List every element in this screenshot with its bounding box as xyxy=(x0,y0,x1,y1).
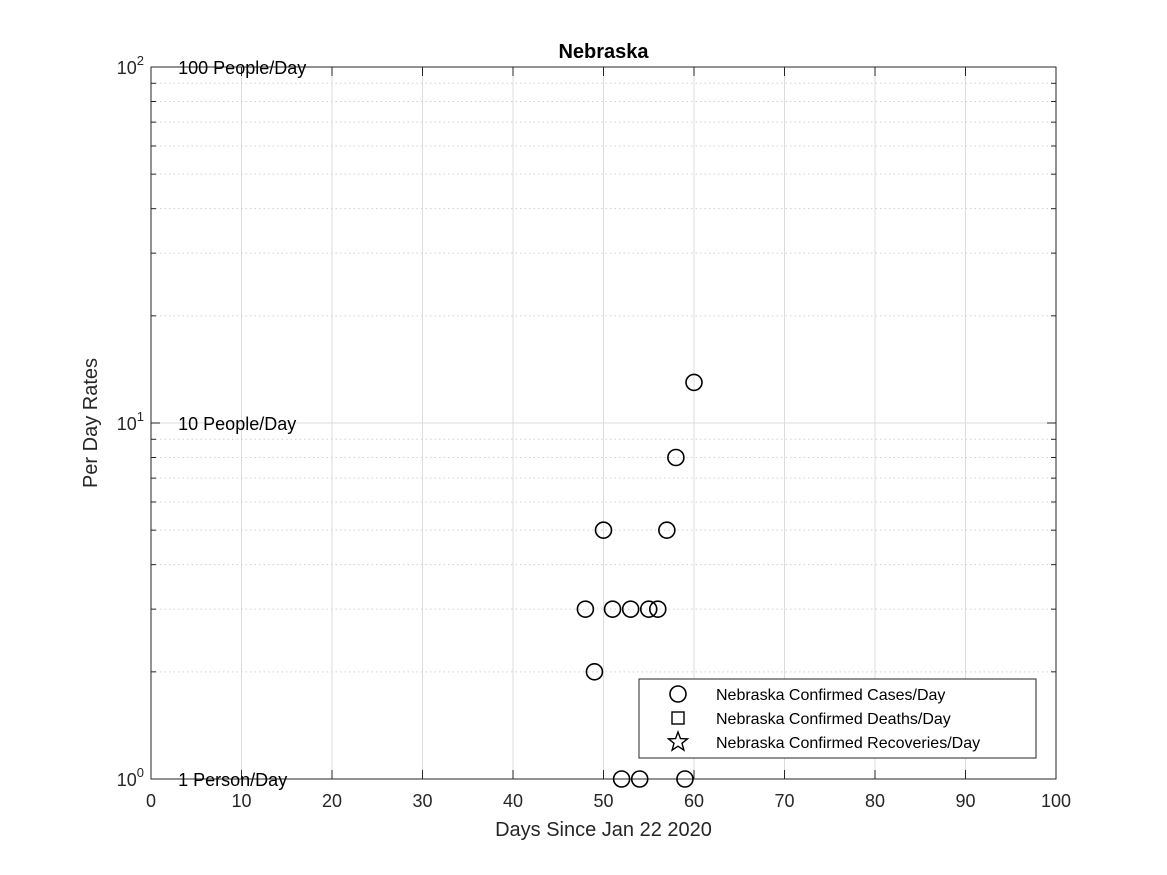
axis-ticks xyxy=(150,66,1057,780)
rate-annotation: 100 People/Day xyxy=(178,58,306,78)
y-tick-label: 101 xyxy=(117,409,144,434)
legend-label: Nebraska Confirmed Recoveries/Day xyxy=(716,735,980,752)
x-tick-label: 10 xyxy=(231,791,251,811)
data-point xyxy=(639,600,658,618)
data-point xyxy=(612,770,631,788)
legend-label: Nebraska Confirmed Deaths/Day xyxy=(716,711,951,728)
x-axis-label: Days Since Jan 22 2020 xyxy=(495,819,712,841)
y-tick-label: 102 xyxy=(117,53,144,78)
legend-marker xyxy=(669,685,687,703)
data-point xyxy=(685,373,703,392)
x-tick-label: 100 xyxy=(1041,791,1071,811)
data-point xyxy=(621,600,640,618)
x-tick-label: 80 xyxy=(865,791,885,811)
data-point xyxy=(603,600,622,618)
data-point xyxy=(630,770,649,788)
x-tick-label: 50 xyxy=(593,791,613,811)
data-points xyxy=(576,373,703,788)
x-tick-label: 70 xyxy=(774,791,794,811)
data-point xyxy=(648,600,667,618)
rate-annotation: 10 People/Day xyxy=(178,414,296,434)
rate-annotation: 1 Person/Day xyxy=(178,770,287,790)
data-point xyxy=(594,521,613,539)
tick-labels: 0 10 20 30 40 50 60 70 80 90 100 100 101 102 xyxy=(117,53,1071,811)
x-tick-label: 40 xyxy=(503,791,523,811)
data-point xyxy=(676,770,694,788)
x-tick-label: 90 xyxy=(955,791,975,811)
y-axis-label: Per Day Rates xyxy=(80,358,102,488)
data-point xyxy=(667,448,685,467)
data-point xyxy=(585,663,604,681)
x-tick-label: 30 xyxy=(412,791,432,811)
y-tick-label: 100 xyxy=(117,765,144,790)
data-point xyxy=(658,521,676,539)
legend-label: Nebraska Confirmed Cases/Day xyxy=(716,687,945,704)
x-tick-label: 20 xyxy=(322,791,342,811)
legend-marker xyxy=(671,711,685,725)
legend-box xyxy=(638,678,1037,759)
x-tick-label: 0 xyxy=(146,791,156,811)
chart-title: Nebraska xyxy=(558,41,649,63)
annotations: 1 Person/Day 10 People/Day 100 People/Day xyxy=(178,58,306,790)
legend-marker xyxy=(666,730,690,752)
data-point xyxy=(576,600,595,618)
legend: Nebraska Confirmed Cases/Day Nebraska Con… xyxy=(638,678,1037,759)
x-tick-label: 60 xyxy=(684,791,704,811)
